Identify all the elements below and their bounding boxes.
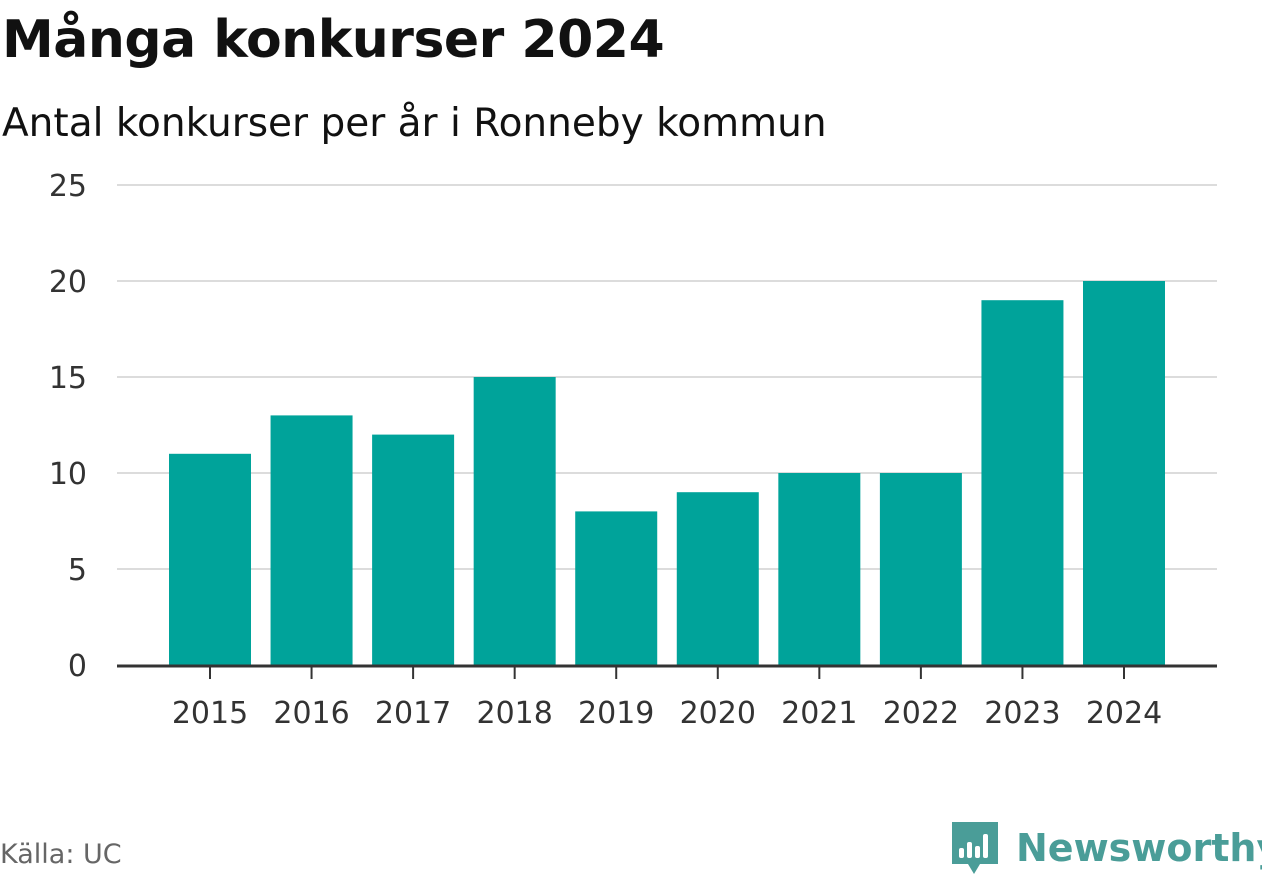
brand-name: Newsworthy <box>1016 826 1262 870</box>
y-tick-label: 25 <box>49 169 87 204</box>
bar <box>879 473 962 665</box>
x-tick-label: 2017 <box>375 696 451 731</box>
newsworthy-logo-icon <box>952 822 998 874</box>
bar <box>778 473 861 665</box>
bar <box>575 511 658 665</box>
x-tick-label: 2018 <box>476 696 552 731</box>
bar <box>372 434 455 665</box>
bar <box>676 492 759 665</box>
x-tick-label: 2022 <box>883 696 959 731</box>
x-tick-label: 2023 <box>984 696 1060 731</box>
y-tick-label: 20 <box>49 265 87 300</box>
chart-subtitle: Antal konkurser per år i Ronneby kommun <box>2 101 827 146</box>
x-axis-ticks: 2015 2016 2017 2018 2019 2020 2021 2022 2023 2024 <box>172 667 1162 731</box>
bar <box>270 415 353 665</box>
x-tick-label: 2019 <box>578 696 654 731</box>
source-note: Källa: UC <box>0 839 122 870</box>
y-tick-label: 0 <box>68 649 87 684</box>
bar <box>981 300 1064 665</box>
x-tick-label: 2016 <box>273 696 349 731</box>
y-tick-label: 10 <box>49 457 87 492</box>
bar <box>169 453 251 665</box>
chart-title: Många konkurser 2024 <box>2 10 665 70</box>
bars <box>169 281 1165 665</box>
bar <box>1083 281 1165 665</box>
y-tick-label: 15 <box>49 361 87 396</box>
x-tick-label: 2015 <box>172 696 248 731</box>
x-tick-label: 2020 <box>680 696 756 731</box>
bar <box>473 377 556 665</box>
x-tick-label: 2021 <box>781 696 857 731</box>
y-axis-ticks: 0 5 10 15 20 25 <box>49 169 87 684</box>
x-tick-label: 2024 <box>1086 696 1162 731</box>
brand: Newsworthy <box>950 820 1262 876</box>
y-tick-label: 5 <box>68 553 87 588</box>
